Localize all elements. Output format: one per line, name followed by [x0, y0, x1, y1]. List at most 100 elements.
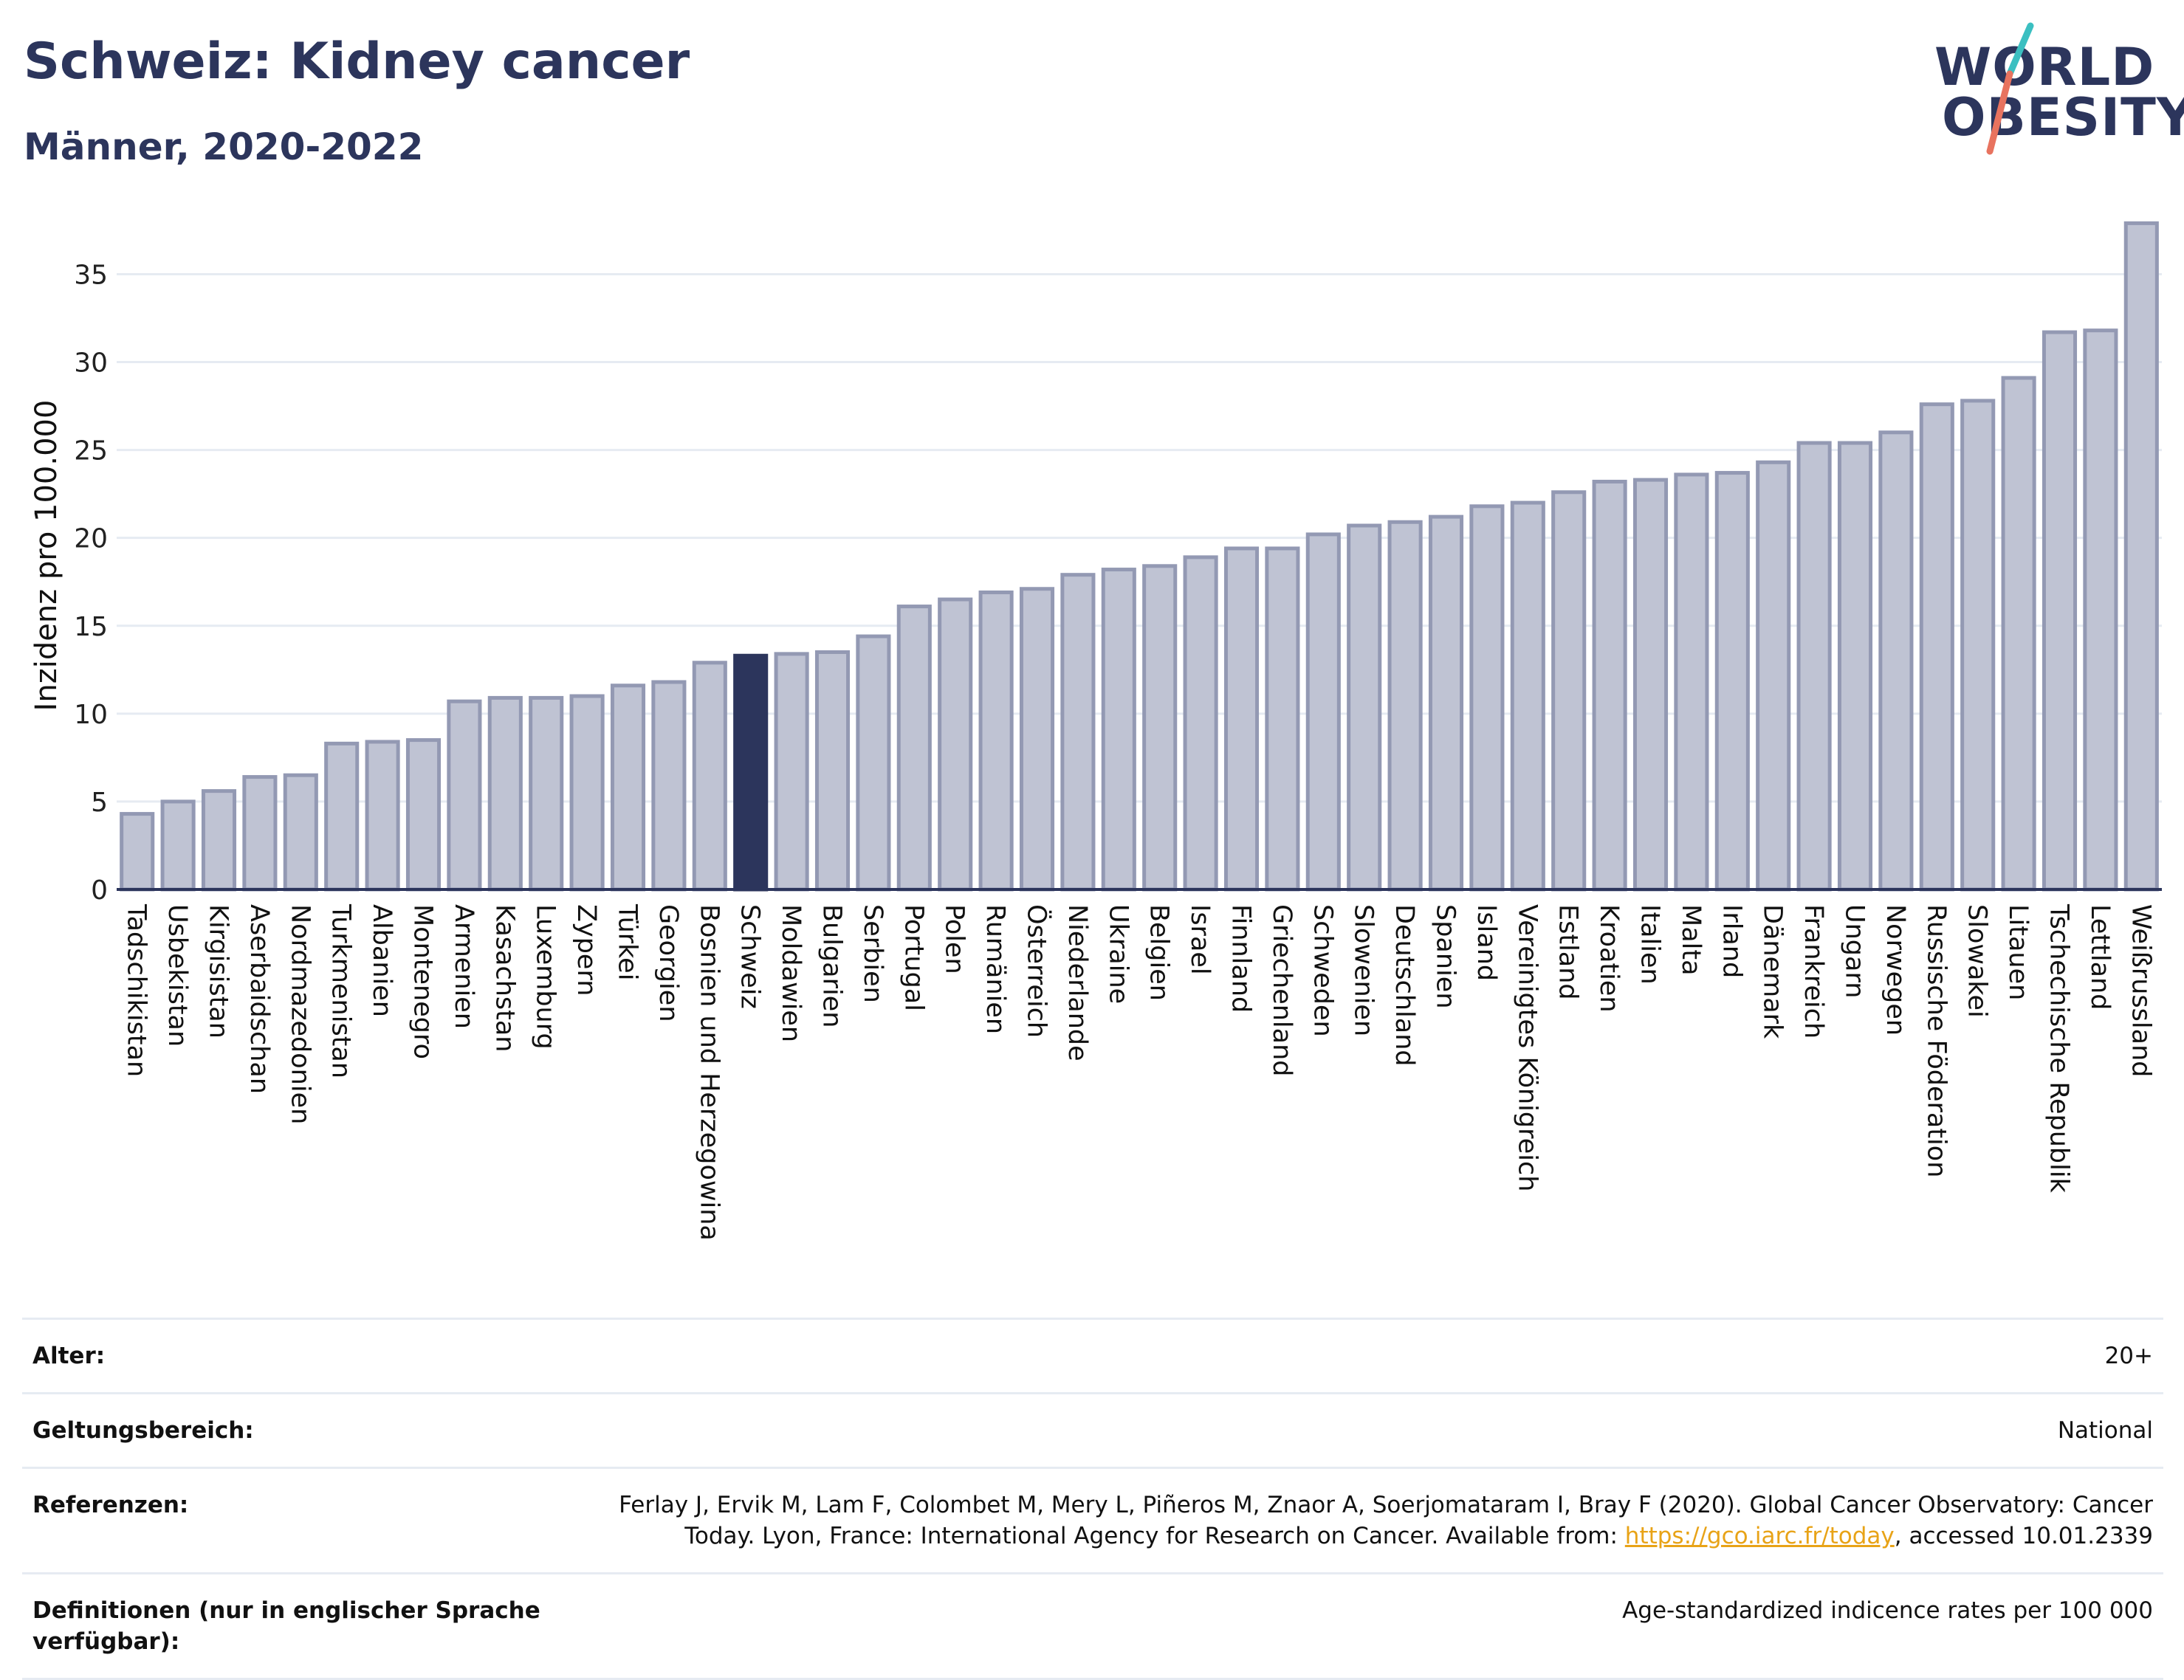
- bar-nordmazedonien: [283, 773, 318, 892]
- y-tick-label: 25: [74, 436, 108, 467]
- bar-kroatien: [1592, 479, 1627, 892]
- x-tick-label: Norwegen: [1881, 904, 1910, 1036]
- y-tick-label: 35: [74, 260, 108, 290]
- info-value: 20+: [2104, 1343, 2153, 1369]
- x-tick-label: Weißrussland: [2126, 904, 2155, 1077]
- bar-kasachstan: [487, 695, 523, 892]
- bar-lettland: [2083, 328, 2118, 892]
- bar-israel: [1183, 555, 1218, 892]
- bar-deutschland: [1387, 520, 1423, 892]
- info-value: National: [2057, 1417, 2153, 1444]
- info-label: Geltungsbereich:: [32, 1417, 254, 1444]
- x-tick-label: Slowenien: [1349, 904, 1378, 1036]
- world-obesity-logo: WORLD OBESITY: [1920, 22, 2184, 155]
- x-tick-label: Schweiz: [735, 904, 765, 1009]
- x-tick-label: Montenegro: [408, 904, 438, 1059]
- x-tick-label: Slowakei: [1962, 904, 1992, 1018]
- bar-finnland: [1223, 546, 1260, 892]
- x-tick-label: Zypern: [571, 904, 601, 996]
- info-label: Definitionen (nur in englischer Sprache …: [32, 1597, 540, 1655]
- x-tick-label: Tschechische Republik: [2044, 903, 2074, 1194]
- x-tick-label: Moldawien: [776, 904, 806, 1042]
- x-tick-label: Türkei: [613, 903, 642, 980]
- x-tick-label: Kasachstan: [490, 904, 519, 1052]
- bar-italien: [1632, 478, 1669, 892]
- x-tick-label: Spanien: [1431, 904, 1460, 1009]
- x-tick-label: Vereinigtes Königreich: [1512, 904, 1542, 1191]
- x-tick-label: Finnland: [1226, 904, 1256, 1013]
- info-row-scope: Geltungsbereich: National: [22, 1392, 2163, 1467]
- x-tick-label: Serbien: [858, 904, 887, 1003]
- info-row-definitions: Definitionen (nur in englischer Sprache …: [22, 1572, 2163, 1680]
- x-tick-label: Portugal: [899, 904, 928, 1011]
- x-tick-label: Armenien: [449, 904, 478, 1029]
- x-tick-label: Bosnien und Herzegowina: [694, 904, 724, 1241]
- x-tick-label: Irland: [1717, 904, 1746, 978]
- x-tick-label: Malta: [1676, 904, 1706, 976]
- bar-malta: [1674, 472, 1709, 892]
- x-tick-label: Nordmazedonien: [285, 904, 315, 1124]
- bar-island: [1469, 504, 1505, 892]
- x-tick-label: Schweden: [1308, 904, 1337, 1037]
- bar-usbekistan: [160, 799, 196, 892]
- info-label: Referenzen:: [32, 1492, 189, 1518]
- bar-niederlande: [1060, 573, 1096, 892]
- x-tick-label: Belgien: [1144, 904, 1174, 1001]
- bar-spanien: [1428, 514, 1464, 892]
- bar-griechenland: [1265, 546, 1300, 892]
- x-tick-label: Deutschland: [1390, 904, 1419, 1067]
- y-axis-title: Inzidenz pro 100.000: [30, 400, 63, 712]
- x-tick-label: Kroatien: [1594, 904, 1624, 1013]
- bar-russische-föderation: [1919, 402, 1954, 892]
- x-tick-label: Aserbaidschan: [244, 904, 274, 1094]
- x-tick-label: Polen: [940, 904, 969, 974]
- bar-österreich: [1019, 587, 1055, 892]
- bar-estland: [1551, 490, 1587, 892]
- x-tick-label: Kirgisistan: [204, 904, 233, 1039]
- x-tick-label: Lettland: [2085, 904, 2115, 1010]
- x-tick-label: Tadschikistan: [122, 903, 151, 1077]
- y-tick-label: 10: [74, 700, 108, 730]
- y-tick-label: 15: [74, 612, 108, 642]
- bar-montenegro: [405, 738, 442, 892]
- bar-schweiz: [733, 653, 769, 892]
- x-tick-label: Albanien: [367, 904, 396, 1017]
- info-row-age: Alter: 20+: [22, 1318, 2163, 1392]
- info-value: Ferlay J, Ervik M, Lam F, Colombet M, Me…: [602, 1490, 2153, 1552]
- y-tick-label: 30: [74, 348, 108, 379]
- x-tick-label: Estland: [1553, 904, 1583, 1000]
- bar-türkei: [610, 684, 646, 892]
- info-value: Age-standardized indicence rates per 100…: [1622, 1597, 2153, 1624]
- bar-moldawien: [774, 652, 809, 892]
- y-axis-ticks: 0 5 10 15 20 25 30 35: [74, 260, 108, 906]
- x-tick-label: Ukraine: [1103, 904, 1133, 1004]
- bar-ukraine: [1101, 568, 1136, 892]
- bar-albanien: [365, 740, 400, 892]
- x-tick-label: Israel: [1185, 904, 1215, 975]
- x-tick-label: Dänemark: [1758, 904, 1788, 1039]
- x-tick-label: Georgien: [653, 904, 683, 1022]
- x-tick-label: Island: [1472, 904, 1501, 981]
- bar-tschechische-republik: [2042, 330, 2078, 892]
- bar-dänemark: [1756, 460, 1791, 892]
- x-tick-label: Rumänien: [981, 904, 1010, 1034]
- logo-text-line2: OBESITY: [1942, 87, 2184, 148]
- bar-bosnien-und-herzegowina: [692, 661, 727, 892]
- x-tick-label: Litauen: [2003, 904, 2033, 1000]
- x-tick-label: Ungarn: [1840, 904, 1869, 998]
- reference-link[interactable]: https://gco.iarc.fr/today: [1624, 1523, 1895, 1549]
- x-tick-label: Luxemburg: [531, 904, 560, 1050]
- x-tick-label: Niederlande: [1062, 904, 1092, 1061]
- bar-chart: 0 5 10 15 20 25 30 35 Tadschikistan Usbekistan Ki…: [30, 221, 2162, 1241]
- bar-aserbaidschan: [242, 775, 278, 892]
- bar-weißrussland: [2123, 221, 2159, 892]
- bar-polen: [938, 597, 973, 892]
- bar-belgien: [1142, 564, 1178, 892]
- bar-tadschikistan: [120, 812, 155, 892]
- x-tick-label: Russische Föderation: [1921, 904, 1951, 1177]
- bar-rumänien: [978, 591, 1014, 892]
- logo-slash-icon: [1986, 22, 2034, 155]
- x-tick-label: Griechenland: [1267, 904, 1297, 1076]
- x-axis-labels: Tadschikistan Usbekistan Kirgisistan Aserba…: [122, 903, 2156, 1241]
- bar-serbien: [856, 634, 891, 892]
